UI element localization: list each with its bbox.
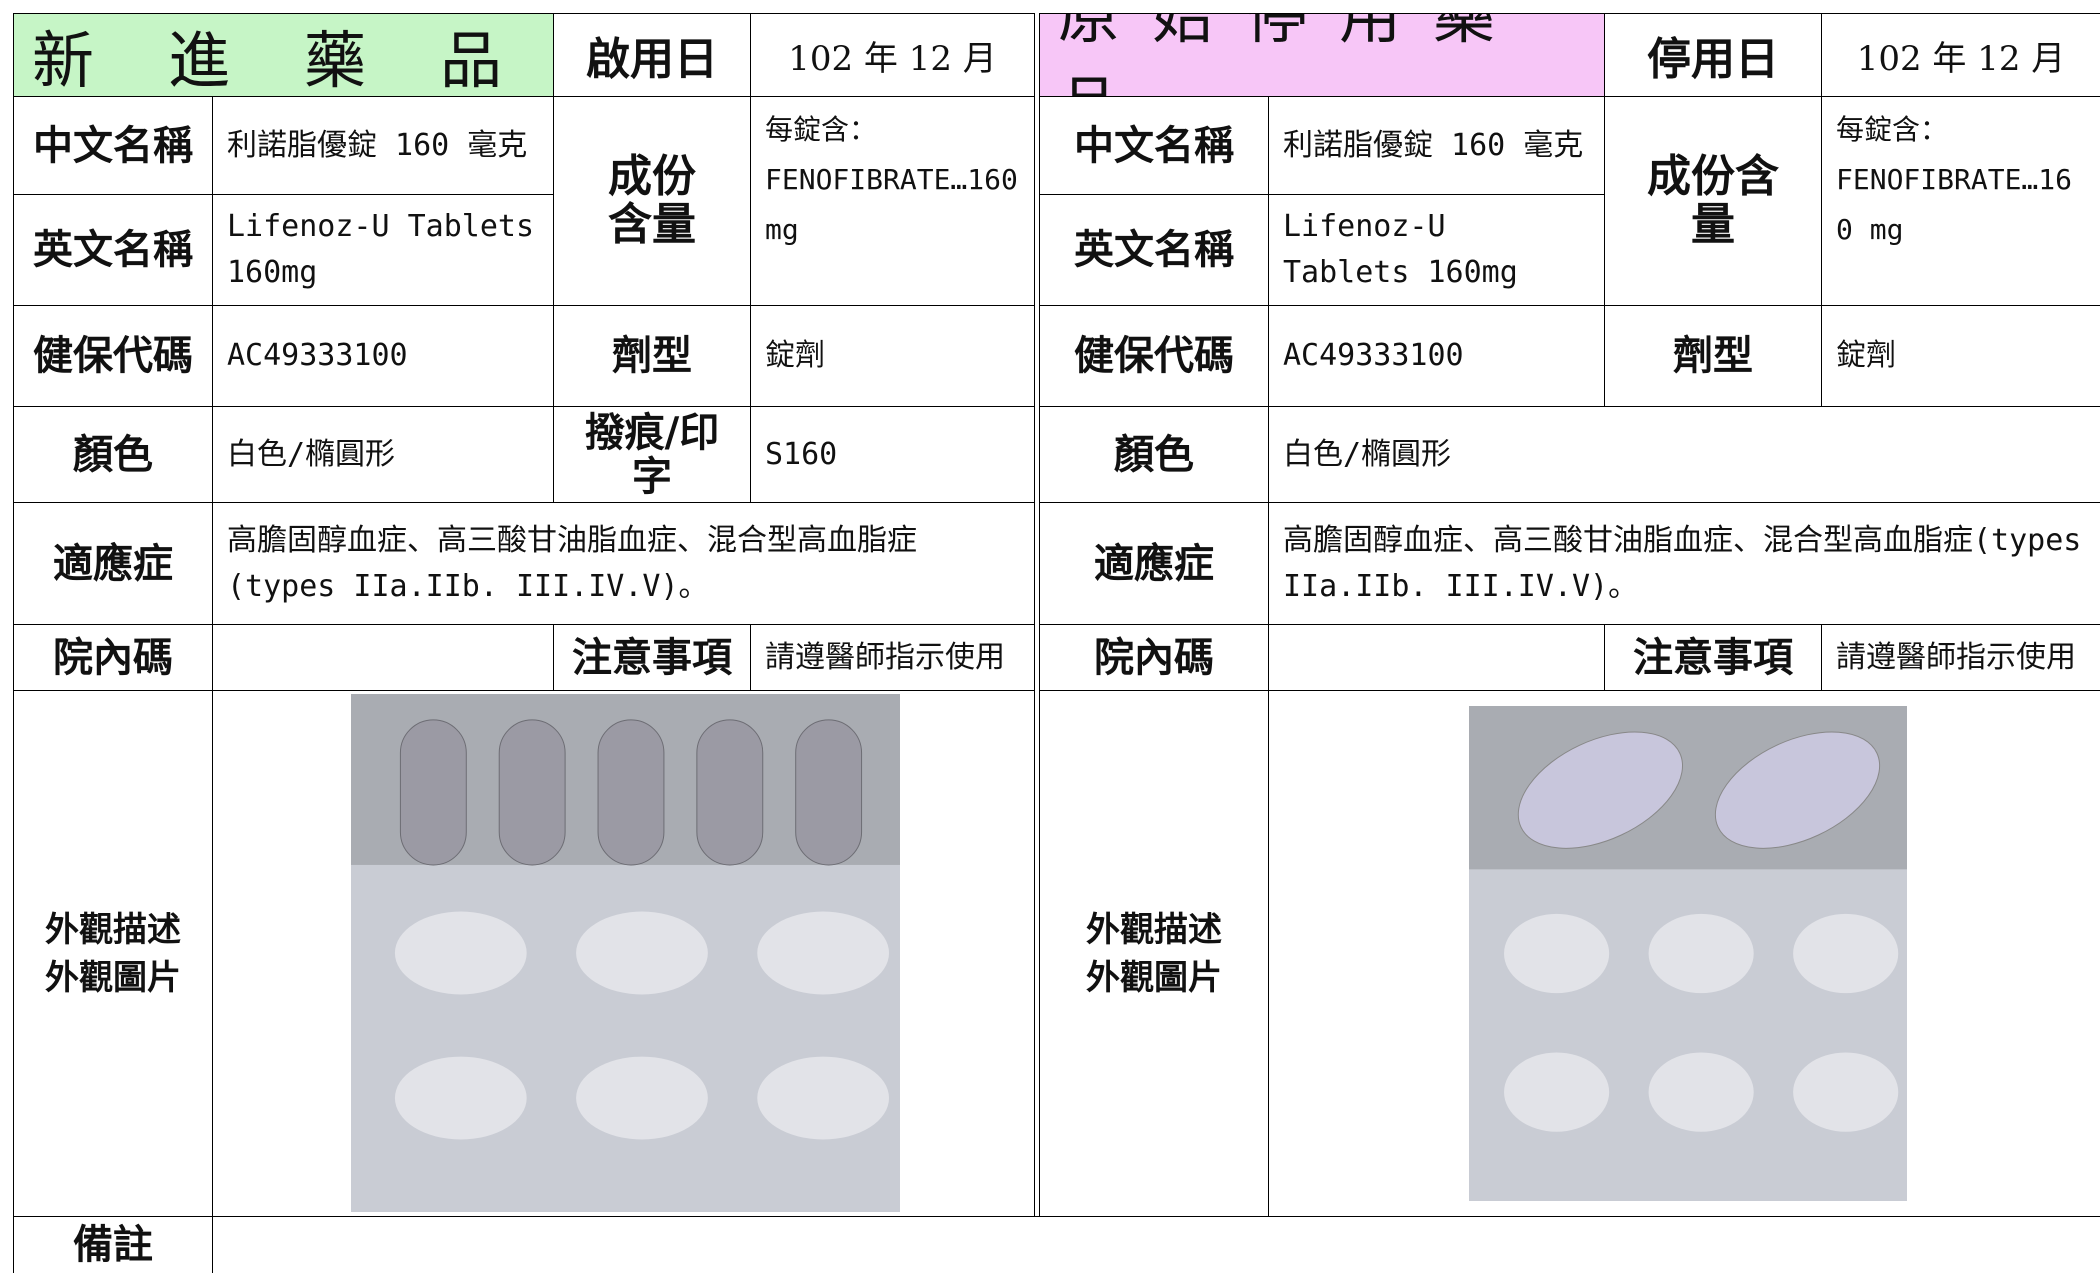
- header-date-label: 啟用日: [553, 13, 751, 97]
- photo-shape: [1793, 913, 1899, 994]
- label: 撥痕/印字: [553, 406, 751, 503]
- value: 白色/橢圓形: [1268, 406, 2100, 503]
- label-line: 外觀圖片: [45, 957, 181, 998]
- photo-shape: [394, 911, 527, 995]
- pill-photo: [1469, 706, 1907, 1201]
- label: 注意事項: [553, 624, 751, 691]
- label: 中文名稱: [13, 96, 213, 195]
- photo-shape: [1648, 1052, 1754, 1132]
- label: 院內碼: [13, 624, 213, 691]
- value: 錠劑: [750, 305, 1035, 407]
- header-title: 原 始 停 用 藥 品: [1039, 13, 1605, 97]
- value: 高膽固醇血症、高三酸甘油脂血症、混合型高血脂症(types IIa.IIb. I…: [212, 502, 1035, 625]
- label: 顏色: [13, 406, 213, 503]
- value: 白色/橢圓形: [212, 406, 554, 503]
- ingredient: 每錠含： FENOFIBRATE…160 mg: [750, 96, 1035, 306]
- label: 英文名稱: [1039, 194, 1269, 306]
- photo-shape: [576, 1056, 708, 1140]
- label-line: 外觀圖片: [1086, 957, 1222, 998]
- photo-shape: [597, 719, 665, 866]
- value: AC49333100: [212, 305, 554, 407]
- label: 劑型: [553, 305, 751, 407]
- label: 適應症: [13, 502, 213, 625]
- label: 外觀描述 外觀圖片: [13, 690, 213, 1217]
- value: 高膽固醇血症、高三酸甘油脂血症、混合型高血脂症(types IIa.IIb. I…: [1268, 502, 2100, 625]
- value: 利諾脂優錠 160 毫克: [212, 96, 554, 195]
- photo-shape: [498, 719, 566, 866]
- photo-shape: [1793, 1052, 1899, 1132]
- header-date: 102 年 12 月: [1821, 13, 2100, 97]
- value: 利諾脂優錠 160 毫克: [1268, 96, 1605, 195]
- photo-shape: [1714, 731, 1881, 849]
- label-line: 外觀描述: [45, 909, 181, 950]
- value: Lifenoz-U Tablets 160mg: [212, 194, 554, 306]
- photo-shape: [1517, 731, 1684, 849]
- ingredient-line: 每錠含：: [765, 113, 878, 146]
- photo-shape: [696, 719, 764, 866]
- header-date: 102 年 12 月: [750, 13, 1035, 97]
- label: 中文名稱: [1039, 96, 1269, 195]
- empty-cell: [1268, 624, 1605, 691]
- value: AC49333100: [1268, 305, 1605, 407]
- label: 院內碼: [1039, 624, 1269, 691]
- empty-cell: [212, 624, 554, 691]
- label: 備註: [13, 1216, 213, 1273]
- label: 健保代碼: [13, 305, 213, 407]
- ingredient: 每錠含： FENOFIBRATE…160 mg: [1821, 96, 2100, 306]
- ingredient-line: FENOFIBRATE…160 mg: [765, 163, 1018, 246]
- label: 顏色: [1039, 406, 1269, 503]
- pill-photo: [351, 694, 900, 1212]
- label: 健保代碼: [1039, 305, 1269, 407]
- value: 請遵醫師指示使用: [1821, 624, 2100, 691]
- photo-shape: [394, 1056, 527, 1140]
- label-line: 外觀描述: [1086, 909, 1222, 950]
- label: 英文名稱: [13, 194, 213, 306]
- label: 注意事項: [1604, 624, 1822, 691]
- value: Lifenoz-U Tablets 160mg: [1268, 194, 1605, 306]
- photo-shape: [1648, 913, 1754, 994]
- value: 請遵醫師指示使用: [750, 624, 1035, 691]
- label: 適應症: [1039, 502, 1269, 625]
- label: 劑型: [1604, 305, 1822, 407]
- header-title: 新 進 藥 品: [13, 13, 554, 97]
- value: 錠劑: [1821, 305, 2100, 407]
- photo-shape: [757, 911, 890, 995]
- photo-shape: [1504, 913, 1610, 994]
- photo-shape: [1504, 1052, 1610, 1132]
- label: 成份含量: [553, 96, 751, 306]
- empty-cell: [212, 1216, 2100, 1273]
- label: 成份含量: [1604, 96, 1822, 306]
- photo-shape: [399, 719, 467, 866]
- header-date-label: 停用日: [1604, 13, 1822, 97]
- ingredient-line: FENOFIBRATE…160 mg: [1836, 163, 2073, 246]
- photo-shape: [757, 1056, 890, 1140]
- photo-shape: [795, 719, 863, 866]
- ingredient-line: 每錠含：: [1836, 113, 1949, 146]
- label: 外觀描述 外觀圖片: [1039, 690, 1269, 1217]
- photo-shape: [576, 911, 708, 995]
- value: S160: [750, 406, 1035, 503]
